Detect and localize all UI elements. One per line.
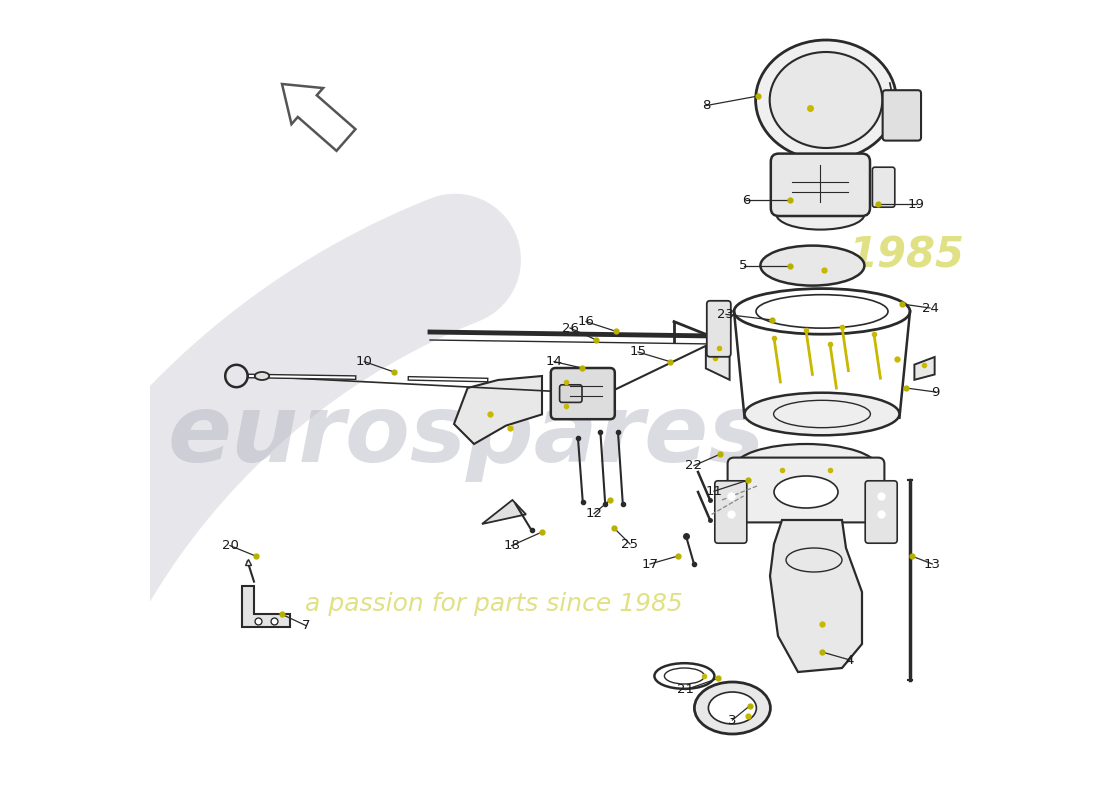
Text: 19: 19 — [908, 198, 925, 210]
Ellipse shape — [745, 393, 900, 435]
Text: 18: 18 — [503, 539, 520, 552]
Text: 10: 10 — [356, 355, 373, 368]
Polygon shape — [770, 520, 862, 672]
Text: 17: 17 — [641, 558, 659, 570]
Polygon shape — [454, 376, 542, 444]
Text: 4: 4 — [846, 654, 855, 666]
FancyBboxPatch shape — [551, 368, 615, 419]
Text: 9: 9 — [932, 386, 939, 398]
Text: 3: 3 — [728, 714, 737, 726]
FancyBboxPatch shape — [727, 458, 884, 522]
Text: 22: 22 — [685, 459, 703, 472]
Text: 8: 8 — [702, 99, 711, 112]
Text: 7: 7 — [301, 619, 310, 632]
Text: 21: 21 — [678, 683, 694, 696]
Text: 16: 16 — [578, 315, 594, 328]
Text: a passion for parts since 1985: a passion for parts since 1985 — [305, 592, 683, 616]
Ellipse shape — [694, 682, 770, 734]
Ellipse shape — [756, 40, 896, 160]
Ellipse shape — [770, 52, 882, 148]
Polygon shape — [914, 357, 935, 380]
Ellipse shape — [255, 372, 270, 380]
FancyBboxPatch shape — [715, 481, 747, 543]
Text: 24: 24 — [922, 302, 938, 314]
Text: 1985: 1985 — [848, 235, 964, 277]
FancyBboxPatch shape — [882, 90, 921, 141]
FancyBboxPatch shape — [707, 301, 730, 357]
Text: 14: 14 — [546, 355, 562, 368]
Ellipse shape — [774, 476, 838, 508]
Text: 13: 13 — [924, 558, 940, 570]
Ellipse shape — [734, 444, 878, 492]
Text: 20: 20 — [221, 539, 239, 552]
FancyBboxPatch shape — [771, 154, 870, 216]
Text: 12: 12 — [585, 507, 603, 520]
Polygon shape — [482, 500, 526, 524]
Ellipse shape — [708, 692, 757, 724]
Text: 15: 15 — [629, 346, 647, 358]
Ellipse shape — [760, 246, 865, 286]
FancyBboxPatch shape — [872, 167, 894, 207]
Polygon shape — [282, 84, 355, 151]
FancyBboxPatch shape — [866, 481, 898, 543]
FancyBboxPatch shape — [560, 385, 582, 402]
Text: eurospares: eurospares — [167, 390, 764, 482]
Text: 6: 6 — [741, 194, 750, 206]
Text: 23: 23 — [717, 308, 735, 321]
Text: 25: 25 — [621, 538, 638, 550]
Text: 5: 5 — [739, 259, 748, 272]
Ellipse shape — [777, 199, 865, 230]
Polygon shape — [242, 586, 290, 627]
Polygon shape — [706, 347, 729, 380]
Text: 26: 26 — [562, 322, 579, 334]
Text: 11: 11 — [705, 485, 723, 498]
